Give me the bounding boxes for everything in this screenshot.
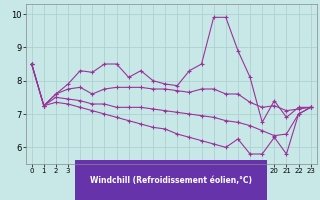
X-axis label: Windchill (Refroidissement éolien,°C): Windchill (Refroidissement éolien,°C) [90,176,252,185]
